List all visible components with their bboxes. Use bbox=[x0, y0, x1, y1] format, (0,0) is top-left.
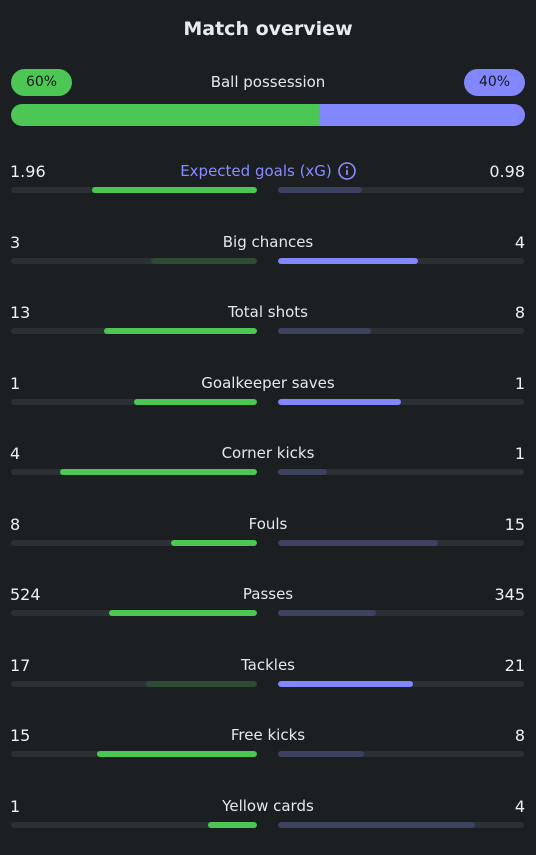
away-bar-fill bbox=[278, 257, 419, 264]
away-bar-fill bbox=[278, 751, 365, 757]
home-bar-track bbox=[11, 328, 257, 334]
away-bar-fill bbox=[278, 539, 438, 546]
home-bar-track bbox=[11, 610, 257, 616]
away-value: 8 bbox=[514, 726, 525, 745]
stat-label: Big chances bbox=[0, 233, 536, 251]
stat-label: Total shots bbox=[0, 303, 536, 321]
away-bar-track bbox=[278, 398, 524, 405]
stat-row: 1 Goalkeeper saves 1 bbox=[0, 374, 536, 424]
home-possession-fill bbox=[11, 104, 320, 126]
away-value: 15 bbox=[504, 514, 525, 534]
stat-label: Corner kicks bbox=[0, 444, 536, 462]
away-value: 21 bbox=[504, 655, 525, 675]
home-bar-fill bbox=[207, 821, 257, 828]
home-value: 524 bbox=[10, 585, 41, 604]
away-bar-track bbox=[278, 469, 524, 475]
home-bar-fill bbox=[151, 257, 257, 264]
stat-label-text: Fouls bbox=[248, 514, 288, 533]
stat-label: Free kicks bbox=[0, 726, 536, 744]
away-bar-fill bbox=[278, 469, 328, 475]
stat-label-text: Total shots bbox=[228, 303, 308, 321]
stat-label-text: Free kicks bbox=[230, 726, 306, 744]
away-bar-track bbox=[278, 257, 524, 264]
home-bar-fill bbox=[104, 328, 257, 334]
home-value: 17 bbox=[10, 655, 31, 675]
away-bar-fill bbox=[278, 821, 475, 828]
home-value: 13 bbox=[10, 303, 31, 322]
home-bar-track bbox=[11, 469, 257, 475]
home-value: 1.96 bbox=[10, 162, 46, 181]
stat-row: 17 Tackles 21 bbox=[0, 656, 536, 706]
stat-row: 3 Big chances 4 bbox=[0, 233, 536, 283]
away-possession-badge: 40% bbox=[464, 69, 525, 96]
away-bar-track bbox=[278, 328, 524, 334]
stat-row: 13 Total shots 8 bbox=[0, 303, 536, 353]
home-bar-fill bbox=[92, 187, 257, 193]
info-icon[interactable] bbox=[337, 162, 356, 180]
away-value: 8 bbox=[514, 303, 525, 322]
stat-row: 15 Free kicks 8 bbox=[0, 726, 536, 776]
away-possession-fill bbox=[319, 104, 525, 126]
stat-label-text: Yellow cards bbox=[222, 796, 314, 815]
home-bar-track bbox=[11, 257, 257, 264]
home-bar-track bbox=[11, 821, 257, 828]
away-value: 345 bbox=[494, 585, 525, 604]
away-value: 1 bbox=[514, 444, 525, 463]
home-bar-track bbox=[11, 751, 257, 757]
away-bar-fill bbox=[278, 610, 377, 616]
stat-row: 4 Corner kicks 1 bbox=[0, 444, 536, 494]
stat-label: Passes bbox=[0, 585, 536, 603]
stat-label[interactable]: Expected goals (xG) bbox=[0, 162, 536, 180]
possession-label: Ball possession bbox=[210, 73, 326, 91]
stat-label-text: Corner kicks bbox=[221, 444, 315, 462]
home-bar-fill bbox=[60, 469, 257, 475]
home-possession-badge: 60% bbox=[11, 69, 72, 96]
home-bar-track bbox=[11, 539, 257, 546]
away-bar-fill bbox=[278, 680, 414, 687]
away-bar-track bbox=[278, 680, 524, 687]
stat-label-text: Goalkeeper saves bbox=[201, 373, 335, 392]
away-value: 4 bbox=[514, 796, 525, 816]
stat-row: 1.96 Expected goals (xG) 0.98 bbox=[0, 162, 536, 212]
home-value: 3 bbox=[10, 232, 21, 252]
home-bar-fill bbox=[146, 680, 257, 687]
away-bar-track bbox=[278, 187, 524, 193]
panel-title: Match overview bbox=[183, 18, 353, 40]
away-bar-track bbox=[278, 821, 524, 828]
stat-label-text: Big chances bbox=[222, 232, 314, 251]
home-value: 1 bbox=[10, 373, 21, 393]
away-bar-fill bbox=[278, 398, 401, 405]
stat-label: Tackles bbox=[0, 656, 536, 674]
home-bar-fill bbox=[109, 610, 257, 616]
possession-bar bbox=[11, 104, 525, 126]
stat-label: Yellow cards bbox=[0, 797, 536, 815]
stat-label: Fouls bbox=[0, 515, 536, 533]
home-value: 4 bbox=[10, 444, 21, 463]
away-bar-track bbox=[278, 610, 524, 616]
home-bar-fill bbox=[134, 398, 257, 405]
stat-label: Goalkeeper saves bbox=[0, 374, 536, 392]
home-value: 15 bbox=[10, 726, 31, 745]
away-bar-track bbox=[278, 539, 524, 546]
stat-row: 524 Passes 345 bbox=[0, 585, 536, 635]
home-value: 1 bbox=[10, 796, 21, 816]
away-bar-track bbox=[278, 751, 524, 757]
away-bar-fill bbox=[278, 187, 362, 193]
away-bar-fill bbox=[278, 328, 372, 334]
stat-label-text: Passes bbox=[242, 585, 294, 603]
home-bar-fill bbox=[97, 751, 257, 757]
home-bar-fill bbox=[170, 539, 257, 546]
home-bar-track bbox=[11, 680, 257, 687]
away-value: 4 bbox=[514, 232, 525, 252]
home-bar-track bbox=[11, 187, 257, 193]
stat-label-text: Expected goals (xG) bbox=[180, 162, 332, 180]
stat-row: 1 Yellow cards 4 bbox=[0, 797, 536, 847]
away-value: 0.98 bbox=[489, 162, 525, 181]
away-value: 1 bbox=[514, 373, 525, 393]
stat-label-text: Tackles bbox=[240, 655, 296, 674]
home-value: 8 bbox=[10, 514, 21, 534]
stat-row: 8 Fouls 15 bbox=[0, 515, 536, 565]
home-bar-track bbox=[11, 398, 257, 405]
